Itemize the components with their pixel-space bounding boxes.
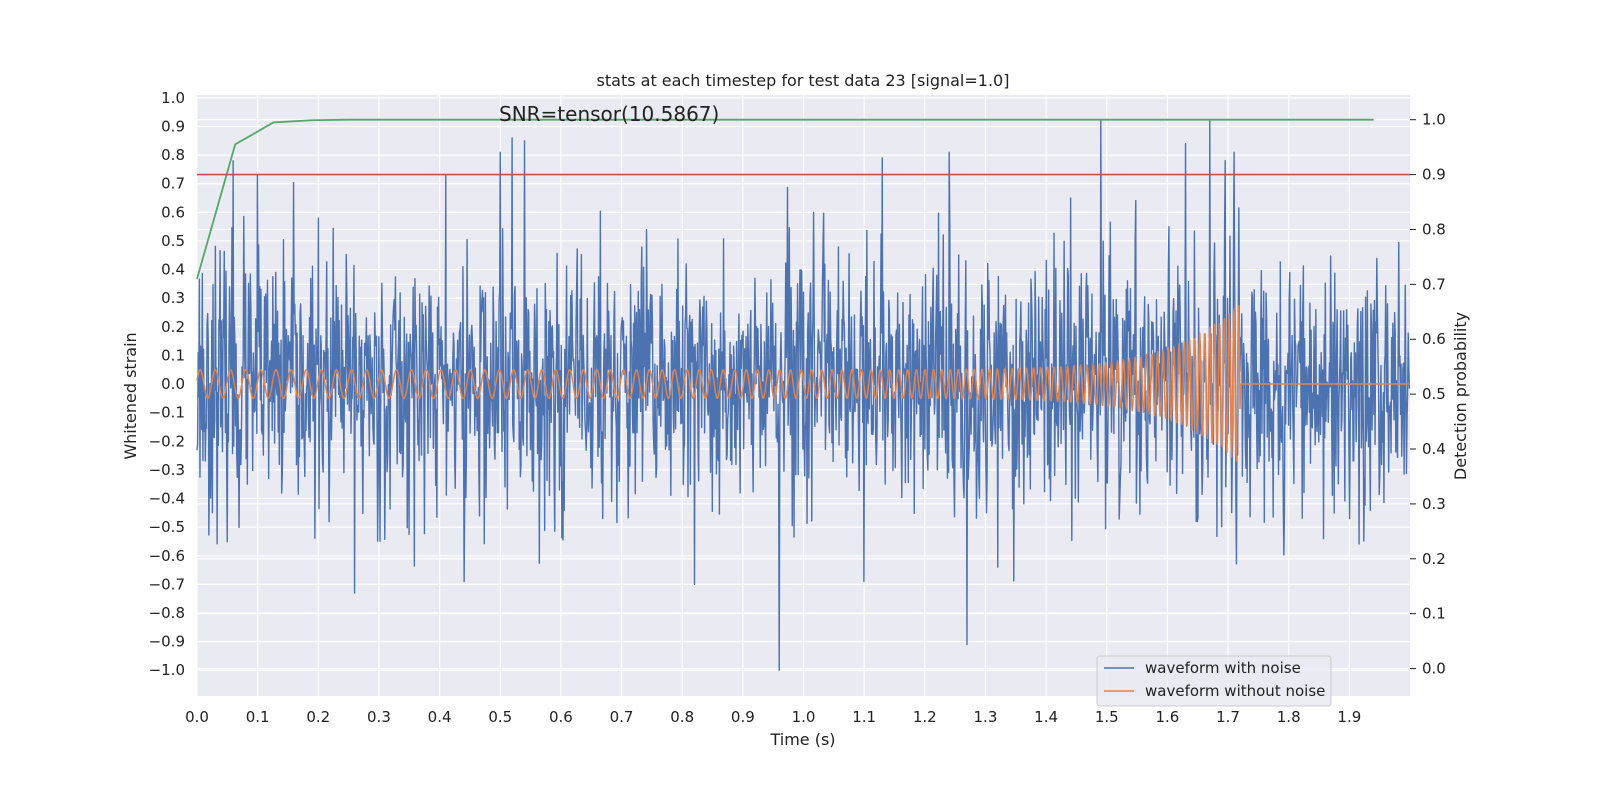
y-tick-label: −0.4 [149, 490, 185, 508]
y-right-tick-label: 0.9 [1422, 166, 1446, 184]
x-tick-label: 1.0 [792, 708, 816, 726]
y-right-tick-label: 0.5 [1422, 385, 1446, 403]
x-tick-label: 1.2 [913, 708, 937, 726]
y-tick-label: 0.3 [161, 289, 185, 307]
y-tick-label: 0.8 [161, 146, 185, 164]
y-tick-label: 0.2 [161, 318, 185, 336]
legend-box [1096, 655, 1332, 707]
x-tick-label: 0.0 [185, 708, 209, 726]
x-tick-label: 0.5 [488, 708, 512, 726]
x-tick-label: 1.6 [1155, 708, 1179, 726]
x-tick-label: 0.9 [731, 708, 755, 726]
x-tick-label: 0.8 [670, 708, 694, 726]
y-tick-label: −0.2 [149, 432, 185, 450]
snr-annotation: SNR=tensor(10.5867) [499, 102, 719, 126]
x-tick-label: 1.1 [852, 708, 876, 726]
legend: waveform with noise waveform without noi… [1096, 655, 1332, 707]
x-tick-label: 0.7 [610, 708, 634, 726]
y-tick-label: 0.4 [161, 261, 185, 279]
y-right-tick-label: 0.7 [1422, 275, 1446, 293]
y-tick-label: 1.0 [161, 89, 185, 107]
y-tick-label: 0.9 [161, 117, 185, 135]
y-right-tick-label: 0.6 [1422, 330, 1446, 348]
x-tick-label: 1.5 [1095, 708, 1119, 726]
chart-title: stats at each timestep for test data 23 … [597, 71, 1010, 90]
y-right-tick-label: 0.4 [1422, 440, 1446, 458]
x-tick-label: 1.8 [1277, 708, 1301, 726]
y-tick-label: 0.6 [161, 203, 185, 221]
y-axis-right-label: Detection probability [1451, 312, 1470, 480]
x-tick-label: 0.6 [549, 708, 573, 726]
y-right-tick-label: 0.2 [1422, 550, 1446, 568]
legend-label-clean: waveform without noise [1145, 682, 1325, 700]
x-tick-label: 1.4 [1034, 708, 1058, 726]
y-tick-label: −0.6 [149, 547, 185, 565]
y-tick-label: 0.5 [161, 232, 185, 250]
y-right-tick-label: 1.0 [1422, 111, 1446, 129]
x-tick-label: 0.4 [428, 708, 452, 726]
y-tick-label: −1.0 [149, 661, 185, 679]
plot-area [196, 118, 1411, 671]
x-tick-label: 0.3 [367, 708, 391, 726]
y-right-tick-label: 0.3 [1422, 495, 1446, 513]
y-tick-label: 0.0 [161, 375, 185, 393]
legend-label-noisy: waveform with noise [1145, 659, 1301, 677]
y-tick-label: −0.8 [149, 604, 185, 622]
x-tick-label: 1.7 [1216, 708, 1240, 726]
x-axis-label: Time (s) [769, 730, 835, 749]
series-line-waveform-without-noise [196, 304, 1410, 462]
y-tick-label: −0.7 [149, 575, 185, 593]
y-right-tick-label: 0.0 [1422, 660, 1446, 678]
y-tick-label: −0.1 [149, 404, 185, 422]
y-axis-label: Whitened strain [121, 332, 140, 459]
x-tick-label: 1.9 [1337, 708, 1361, 726]
x-tick-label: 0.2 [306, 708, 330, 726]
y-tick-label: 0.1 [161, 346, 185, 364]
y-right-tick-label: 0.1 [1422, 605, 1446, 623]
series-line-detection-probability [196, 118, 1374, 280]
x-tick-label: 1.3 [974, 708, 998, 726]
axis-ticks: 0.0 0.1 0.2 0.3 0.4 0.5 0.6 0.7 0.8 0.9 1.0 1.1 1.2 1… [149, 89, 1446, 726]
x-tick-label: 0.1 [246, 708, 270, 726]
y-tick-label: −0.5 [149, 518, 185, 536]
y-tick-label: −0.9 [149, 633, 185, 651]
y-tick-label: −0.3 [149, 461, 185, 479]
y-right-tick-label: 0.8 [1422, 220, 1446, 238]
y-tick-label: 0.7 [161, 175, 185, 193]
